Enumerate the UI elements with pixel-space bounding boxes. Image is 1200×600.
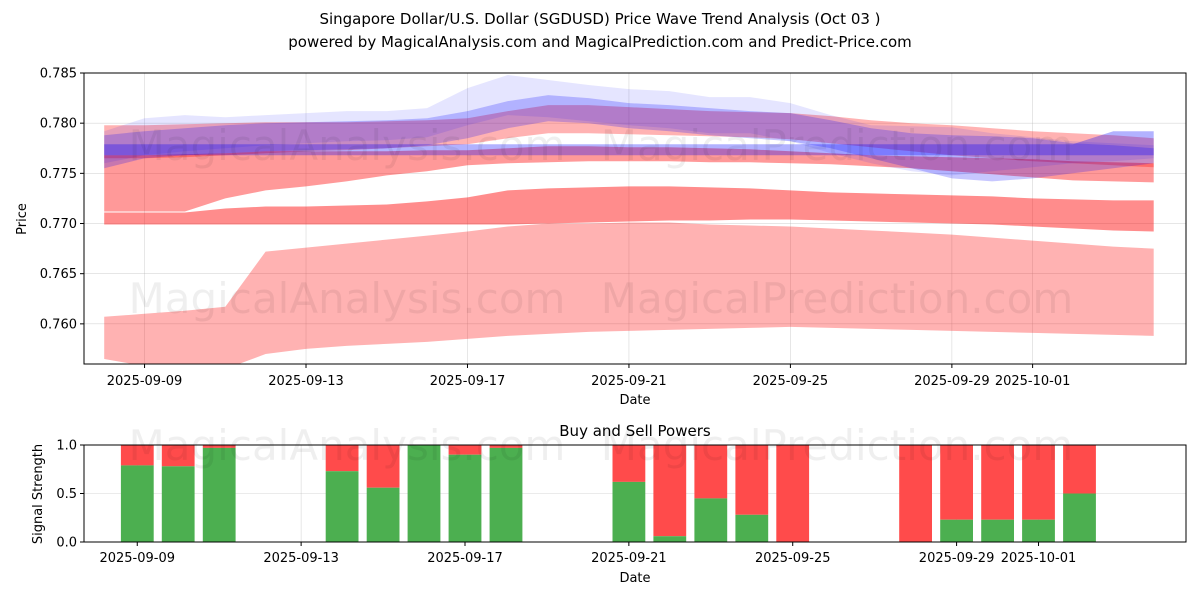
signal-x-axis: 2025-09-09 2025-09-13 2025-09-17 2025-09-21… [99,542,1076,566]
buy-bar [202,447,236,542]
price-y-tick-label: 0.785 [40,67,77,82]
price-band-red-2 [104,146,1154,212]
price-chart: MagicalAnalysis.com MagicalPrediction.co… [15,67,1187,408]
buy-bar [407,445,441,542]
sell-bar [202,445,236,448]
sell-bar [366,445,400,488]
buy-bar [612,481,646,542]
price-y-tick-label: 0.780 [40,117,77,132]
price-band-red-0 [104,222,1154,364]
price-x-tick-label: 2025-09-17 [430,374,506,389]
signal-y-tick-label: 1.0 [56,439,77,454]
sell-bar [776,445,810,542]
price-band-blue-6 [104,75,1154,176]
sell-bar [694,445,728,499]
buy-bar [1022,519,1055,542]
signal-y-tick-label: 0.0 [56,536,77,551]
price-x-tick-label: 2025-09-29 [914,374,990,389]
price-x-tick-label: 2025-09-25 [753,374,829,389]
buy-bar [694,498,728,542]
price-x-axis-title: Date [619,393,650,408]
buy-bar [120,465,154,542]
sell-bar [653,445,687,537]
signal-x-tick-label: 2025-09-09 [99,551,175,566]
sell-bar [1022,445,1055,520]
chart-title-line1: Singapore Dollar/U.S. Dollar (SGDUSD) Pr… [319,10,880,28]
price-x-tick-label: 2025-10-01 [995,374,1071,389]
signal-x-tick-label: 2025-09-13 [263,551,339,566]
watermark-left: MagicalAnalysis.com [129,121,566,170]
sell-bar [161,445,195,467]
signal-chart: Buy and Sell Powers MagicalAnalysis.com … [31,421,1187,586]
signal-y-axis-title: Signal Strength [31,444,46,544]
buy-bar [489,447,523,542]
price-x-tick-label: 2025-09-13 [268,374,344,389]
signal-y-tick-label: 0.5 [56,487,77,502]
price-x-axis: 2025-09-09 2025-09-13 2025-09-17 2025-09-21… [107,364,1071,389]
buy-bar [161,466,195,542]
buy-bar [981,519,1014,542]
sell-bar [325,445,359,472]
price-y-axis: 0.760 0.765 0.770 0.775 0.780 0.785 [40,67,84,332]
price-y-tick-label: 0.775 [40,167,77,182]
price-y-tick-label: 0.770 [40,217,77,232]
price-band-red-1 [104,186,1154,232]
price-y-axis-title: Price [15,203,30,235]
sell-bar [120,445,154,466]
price-bands [104,75,1154,364]
signal-x-tick-label: 2025-10-01 [1001,551,1077,566]
watermark-right-2: MagicalPrediction.com [601,274,1074,323]
chart-title-line2: powered by MagicalAnalysis.com and Magic… [288,33,912,51]
price-y-tick-label: 0.760 [40,317,77,332]
sell-bar [489,445,523,448]
signal-y-axis: 0.0 0.5 1.0 [56,439,84,551]
sell-bar [940,445,973,520]
signal-chart-title: Buy and Sell Powers [559,422,711,440]
signal-x-tick-label: 2025-09-17 [427,551,503,566]
sell-bar [1063,445,1096,494]
buy-bar [940,519,973,542]
sell-bar [899,445,932,542]
sell-bar [612,445,646,482]
signal-x-tick-label: 2025-09-29 [919,551,995,566]
price-band-red-3 [104,105,1154,168]
signal-x-axis-title: Date [619,571,650,586]
buy-bar [366,487,400,542]
price-y-tick-label: 0.765 [40,267,77,282]
buy-bar [653,536,687,542]
price-band-blue-4 [104,131,1154,156]
price-x-tick-label: 2025-09-09 [107,374,183,389]
sell-bar [735,445,769,515]
sell-bar [981,445,1014,520]
buy-bar [1063,493,1096,542]
signal-x-tick-label: 2025-09-21 [591,551,667,566]
buy-bar [735,514,769,542]
buy-bar [448,454,482,542]
watermark-right: MagicalPrediction.com [601,121,1074,170]
sell-bar [448,445,482,455]
price-plot-frame [83,72,1187,365]
signal-bars [120,445,1096,542]
price-band-blue-5 [104,95,1154,182]
price-x-tick-label: 2025-09-21 [591,374,667,389]
signal-x-tick-label: 2025-09-25 [755,551,831,566]
buy-bar [325,471,359,542]
watermark-left-2: MagicalAnalysis.com [129,274,566,323]
